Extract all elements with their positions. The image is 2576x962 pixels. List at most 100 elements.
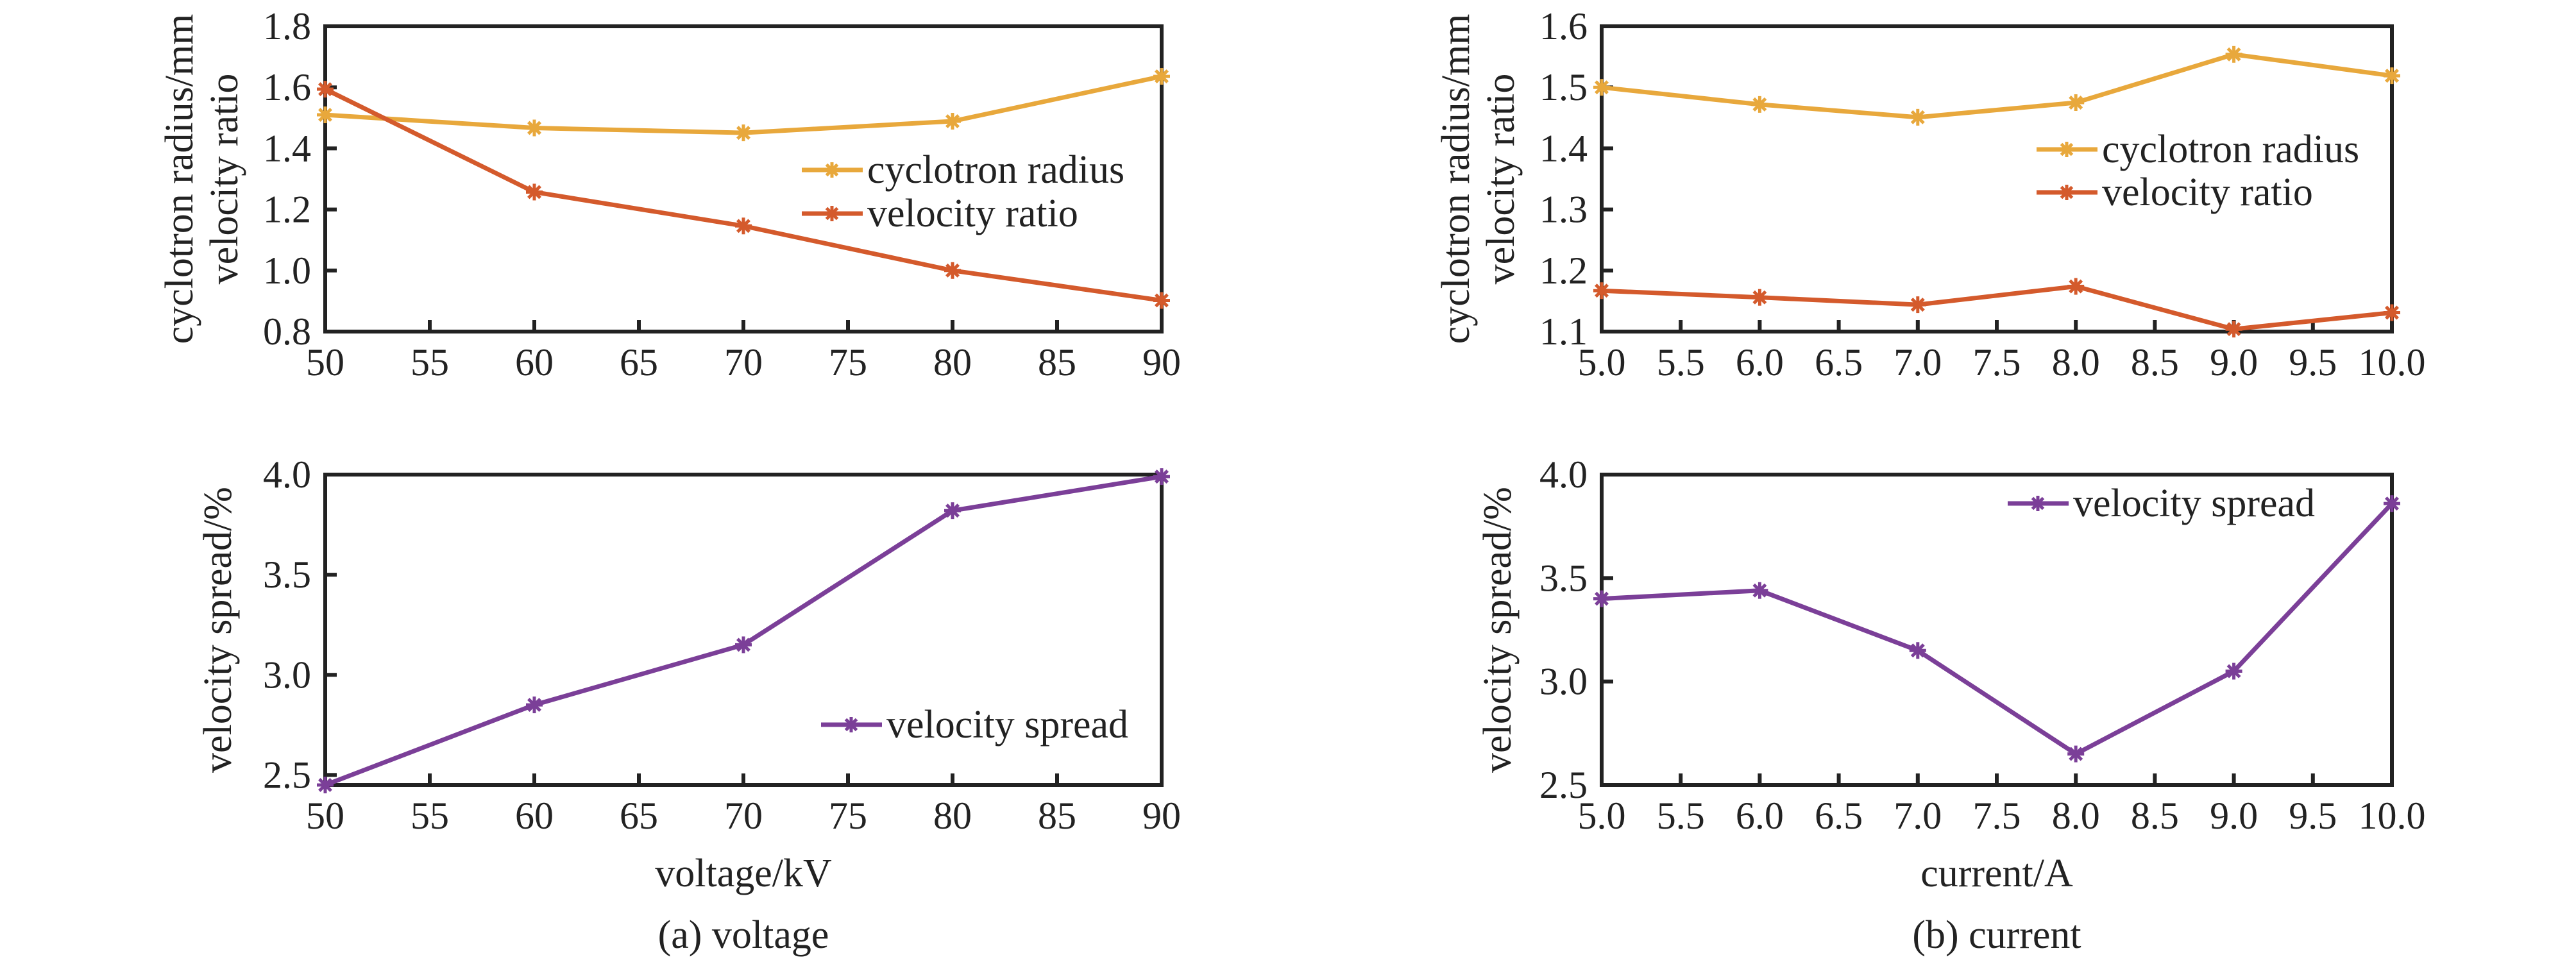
data-point xyxy=(2384,304,2400,321)
y-tick-label: 4.0 xyxy=(1539,453,1588,496)
x-tick-label: 90 xyxy=(1142,341,1181,384)
data-point xyxy=(526,183,543,201)
chart-voltage-velocity-spread: 50 55 60 65 70 75 80 85 90 2.5 3.0 3.5 4.0 velocity s… xyxy=(196,453,1181,895)
x-tick-label: 5.5 xyxy=(1657,795,1705,837)
series-line xyxy=(1601,502,2394,757)
legend-marker xyxy=(2059,142,2074,157)
x-tick-label: 5.0 xyxy=(1578,795,1626,837)
data-point xyxy=(1593,590,1610,607)
x-tick-label: 65 xyxy=(620,341,658,384)
data-point xyxy=(1593,79,1610,96)
series-cyclotron-radius xyxy=(1593,46,2400,126)
legend-label: cyclotron radius xyxy=(867,148,1124,192)
y-tick-label: 4.0 xyxy=(263,453,311,496)
x-tick-label: 80 xyxy=(933,341,972,384)
x-axis-title: current/A xyxy=(1920,852,2073,895)
y-axis-title: cyclotron radius/mm xyxy=(1434,14,1478,344)
x-tick-label: 8.0 xyxy=(2052,341,2100,384)
data-point xyxy=(2225,321,2242,338)
legend-label: velocity ratio xyxy=(867,192,1078,235)
caption-b: (b) current xyxy=(1912,913,2081,957)
x-tick-label: 10.0 xyxy=(2359,341,2426,384)
x-tick-label: 7.0 xyxy=(1894,795,1942,837)
series-velocity-spread xyxy=(1593,495,2400,763)
y-axis-title: velocity spread/% xyxy=(196,487,240,773)
y-tick-label: 1.4 xyxy=(1539,127,1588,169)
x-tick-label: 70 xyxy=(724,341,763,384)
x-tick-label: 6.0 xyxy=(1736,341,1784,384)
y-tick-label: 1.8 xyxy=(263,5,311,47)
x-tick-label: 8.0 xyxy=(2052,795,2100,837)
legend-item: velocity ratio xyxy=(802,192,1078,235)
x-tick-label: 80 xyxy=(933,795,972,837)
data-point xyxy=(1153,68,1170,85)
y-tick-label: 1.2 xyxy=(1539,249,1588,292)
x-tick-label: 75 xyxy=(829,341,867,384)
x-tick-label: 55 xyxy=(411,341,449,384)
series-cyclotron-radius xyxy=(317,68,1170,142)
data-point xyxy=(2225,46,2242,63)
x-tick-label: 50 xyxy=(306,341,344,384)
chart-current-radius-ratio: 5.0 5.5 6.0 6.5 7.0 7.5 8.0 8.5 9.0 9.5 10.0 1.1 1.2… xyxy=(1434,5,2426,384)
x-tick-label: 90 xyxy=(1142,795,1181,837)
x-tick-label: 60 xyxy=(515,341,554,384)
data-point xyxy=(526,119,543,137)
y-axis-title: velocity spread/% xyxy=(1476,487,1520,773)
x-tick-label: 6.5 xyxy=(1815,795,1863,837)
legend-label: velocity spread xyxy=(886,703,1128,747)
data-point xyxy=(1909,296,1926,314)
x-tick-label: 85 xyxy=(1038,795,1076,837)
y-tick-label: 1.0 xyxy=(263,249,311,292)
y-tick-label: 2.5 xyxy=(1539,764,1588,806)
y-tick-label: 3.5 xyxy=(1539,557,1588,599)
data-point xyxy=(2384,495,2400,512)
x-tick-label: 70 xyxy=(724,795,763,837)
caption-a: (a) voltage xyxy=(658,913,829,957)
data-point xyxy=(2067,278,2085,295)
data-point xyxy=(944,502,961,519)
series-line xyxy=(1601,284,2393,332)
data-point xyxy=(2384,67,2400,85)
x-tick-label: 5.0 xyxy=(1578,341,1626,384)
x-tick-label: 75 xyxy=(829,795,867,837)
x-tick-label: 9.0 xyxy=(2210,341,2258,384)
legend-label: cyclotron radius xyxy=(2102,128,2359,171)
legend-item: cyclotron radius xyxy=(802,148,1124,192)
y-axis-title: velocity ratio xyxy=(203,74,246,285)
x-tick-label: 50 xyxy=(306,795,344,837)
data-point xyxy=(2225,662,2242,680)
data-point xyxy=(735,217,752,235)
data-point xyxy=(944,262,961,279)
legend-item: velocity ratio xyxy=(2037,171,2313,214)
series-line xyxy=(1601,52,2393,120)
x-tick-label: 9.0 xyxy=(2210,795,2258,837)
x-tick-label: 65 xyxy=(620,795,658,837)
data-point xyxy=(735,124,752,142)
data-point xyxy=(1751,289,1768,306)
x-tick-label: 7.5 xyxy=(1973,795,2021,837)
chart-current-velocity-spread: 5.0 5.5 6.0 6.5 7.0 7.5 8.0 8.5 9.0 9.5 10.0 2.5 3.0… xyxy=(1476,453,2426,895)
series-velocity-ratio xyxy=(317,81,1170,309)
data-point xyxy=(1153,292,1170,309)
y-axis-title: cyclotron radius/mm xyxy=(158,14,201,344)
y-tick-label: 1.5 xyxy=(1539,66,1588,108)
series-velocity-ratio xyxy=(1593,278,2400,338)
y-tick-label: 1.4 xyxy=(263,127,311,169)
x-tick-label: 85 xyxy=(1038,341,1076,384)
y-tick-label: 1.2 xyxy=(263,189,311,231)
data-point xyxy=(2067,94,2085,111)
legend-label: velocity ratio xyxy=(2102,171,2313,214)
legend-item: cyclotron radius xyxy=(2037,128,2359,171)
data-point xyxy=(317,81,334,98)
legend-label: velocity spread xyxy=(2073,482,2315,525)
y-tick-label: 0.8 xyxy=(263,310,311,353)
x-tick-label: 8.5 xyxy=(2131,341,2179,384)
series-velocity-spread xyxy=(317,468,1170,793)
x-tick-label: 7.0 xyxy=(1894,341,1942,384)
data-point xyxy=(2067,745,2085,763)
data-point xyxy=(1751,96,1768,113)
data-point xyxy=(1593,282,1610,300)
x-tick-label: 60 xyxy=(515,795,554,837)
series-line xyxy=(325,74,1162,135)
